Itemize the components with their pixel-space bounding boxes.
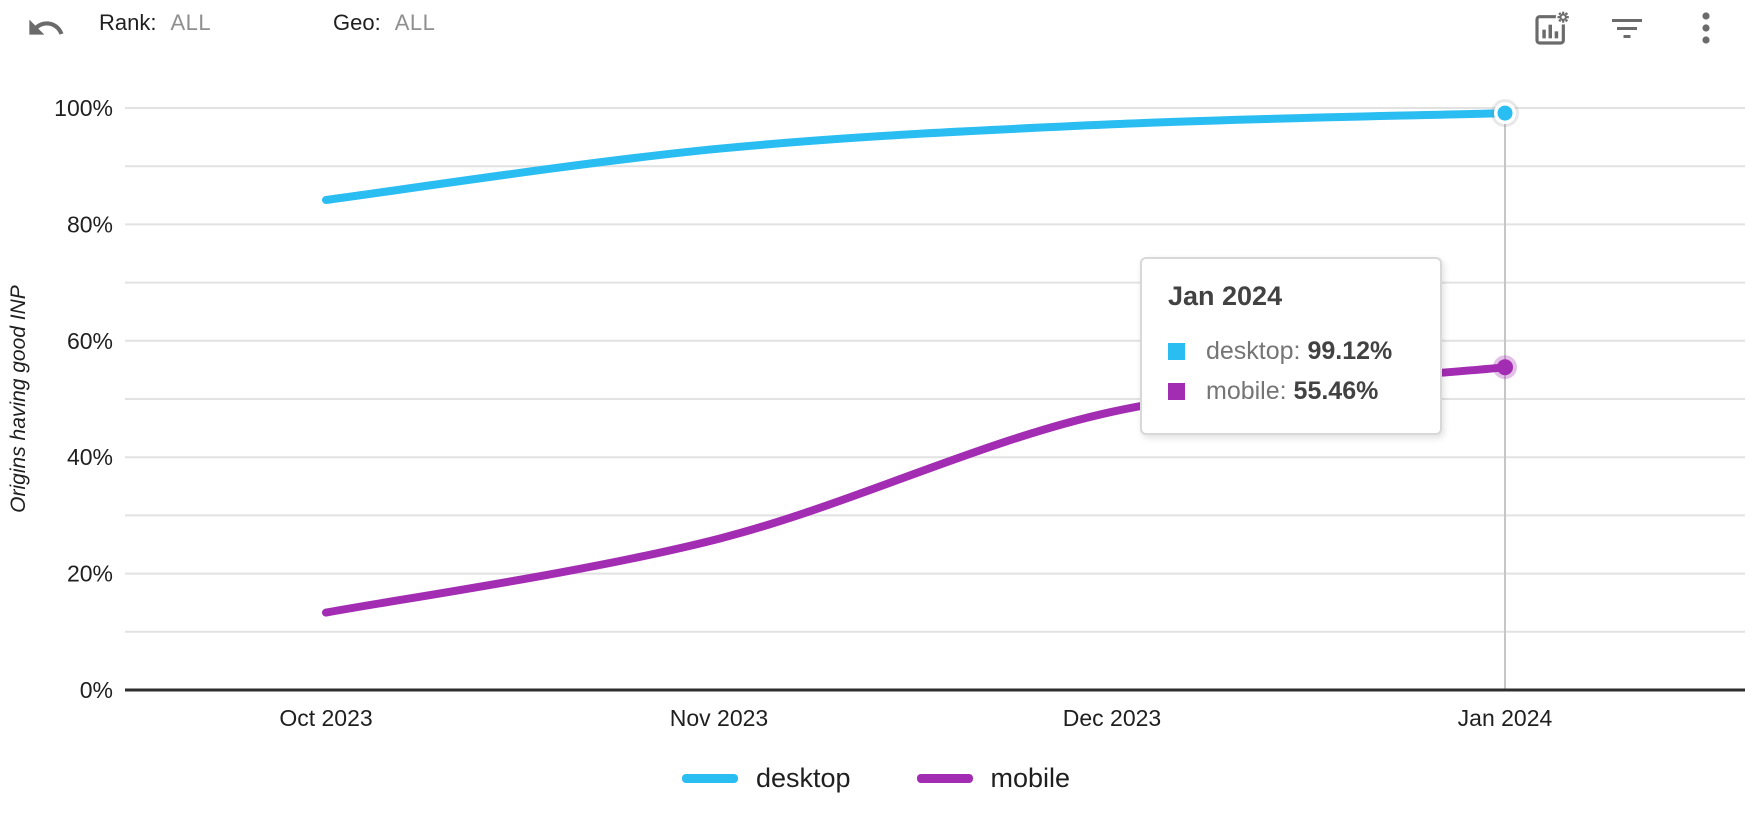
tooltip-title: Jan 2024 — [1168, 281, 1283, 311]
chart-legend: desktop mobile — [0, 763, 1752, 794]
svg-text:40%: 40% — [67, 444, 113, 470]
rank-value: ALL — [170, 10, 212, 35]
tooltip-row-desktop: desktop: 99.12% — [1168, 336, 1414, 367]
undo-button[interactable] — [26, 8, 66, 48]
tooltip-row-mobile: mobile: 55.46% — [1168, 376, 1414, 407]
tooltip-mobile-label: mobile: — [1206, 377, 1287, 405]
legend-item-mobile: mobile — [916, 763, 1071, 794]
chart-settings-button[interactable] — [1531, 9, 1571, 49]
mobile-line-swatch-icon — [916, 774, 973, 783]
undo-icon — [29, 19, 64, 35]
filter-icon — [1612, 19, 1642, 38]
tooltip-desktop-value: 99.12% — [1307, 337, 1393, 365]
svg-text:80%: 80% — [67, 211, 113, 237]
svg-text:Jan 2024: Jan 2024 — [1458, 705, 1553, 731]
legend-desktop-label: desktop — [755, 763, 851, 793]
kebab-menu-icon — [1702, 12, 1710, 44]
rank-label: Rank: — [99, 10, 157, 35]
mobile-swatch-icon — [1168, 383, 1185, 400]
geo-filter-control[interactable]: Geo: ALL — [333, 10, 435, 36]
svg-text:Origins having good INP: Origins having good INP — [7, 285, 30, 513]
svg-text:0%: 0% — [80, 677, 113, 703]
filter-button[interactable] — [1609, 12, 1645, 44]
svg-text:Nov 2023: Nov 2023 — [670, 705, 768, 731]
legend-item-desktop: desktop — [681, 763, 851, 794]
svg-text:Oct 2023: Oct 2023 — [279, 705, 372, 731]
chart-settings-icon — [1535, 9, 1571, 45]
tooltip-desktop-label: desktop: — [1206, 337, 1301, 365]
rank-filter-control[interactable]: Rank: ALL — [99, 10, 211, 36]
legend-mobile-label: mobile — [990, 763, 1071, 793]
chart-tooltip: Jan 2024 desktop: 99.12% mobile: 55.46% — [1140, 257, 1442, 435]
svg-text:Dec 2023: Dec 2023 — [1063, 705, 1161, 731]
svg-text:20%: 20% — [67, 561, 113, 587]
geo-value: ALL — [394, 10, 436, 35]
desktop-line-swatch-icon — [681, 774, 738, 783]
more-options-button[interactable] — [1694, 8, 1718, 48]
svg-text:100%: 100% — [54, 95, 113, 121]
desktop-swatch-icon — [1168, 343, 1185, 360]
inp-line-chart[interactable]: 0% 20% 40% 60% 80% 100% Oct 2023 Nov 2023 Dec 20… — [0, 0, 1752, 760]
geo-label: Geo: — [333, 10, 381, 35]
tooltip-mobile-value: 55.46% — [1293, 377, 1379, 405]
svg-text:60%: 60% — [67, 328, 113, 354]
